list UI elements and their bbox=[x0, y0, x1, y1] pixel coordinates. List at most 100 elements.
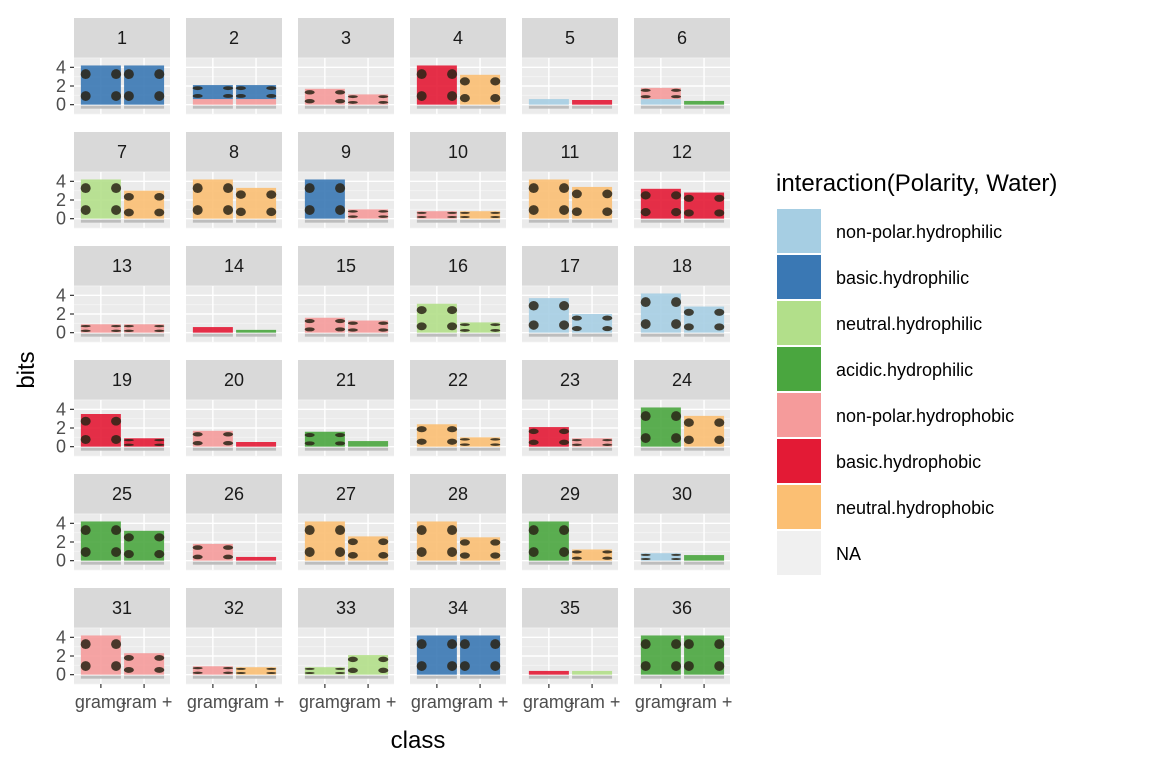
glyph-mark bbox=[123, 549, 134, 559]
glyph-mark bbox=[671, 639, 682, 650]
glyph-mark bbox=[416, 426, 427, 433]
facet-strip bbox=[74, 246, 170, 286]
glyph-mark bbox=[378, 100, 389, 104]
glyph-mark bbox=[80, 547, 91, 557]
facet-strip-label: 16 bbox=[448, 256, 468, 276]
bar-baseline bbox=[124, 333, 165, 337]
bar-baseline bbox=[640, 105, 681, 109]
bar-segment bbox=[80, 324, 121, 333]
bar-segment bbox=[348, 209, 389, 219]
facet-panel: 36 gram -gram + bbox=[634, 588, 732, 712]
bar-baseline bbox=[236, 675, 277, 679]
glyph-mark bbox=[714, 661, 725, 671]
glyph-mark bbox=[378, 667, 389, 674]
glyph-mark bbox=[80, 91, 91, 101]
facet-strip bbox=[522, 360, 618, 400]
glyph-mark bbox=[223, 671, 234, 674]
facet-panel: 15 bbox=[298, 246, 394, 343]
glyph-mark bbox=[447, 426, 458, 433]
bar-segment bbox=[236, 556, 277, 561]
glyph-mark bbox=[347, 321, 358, 325]
facet-strip bbox=[634, 360, 730, 400]
facet-strip-label: 2 bbox=[229, 28, 239, 48]
bar-segment bbox=[192, 99, 233, 105]
bar-baseline bbox=[304, 447, 345, 451]
facet-strip bbox=[522, 246, 618, 286]
facet-panel: 2 bbox=[186, 18, 282, 115]
bar-segment bbox=[124, 438, 165, 447]
glyph-mark bbox=[111, 661, 122, 671]
bar-baseline bbox=[528, 675, 569, 679]
legend-swatch bbox=[777, 255, 821, 299]
glyph-mark bbox=[111, 91, 122, 101]
bar-baseline bbox=[416, 333, 457, 337]
bar-baseline bbox=[124, 675, 165, 679]
glyph-mark bbox=[154, 533, 165, 542]
glyph-mark bbox=[602, 550, 613, 554]
facet-panel: 35 gram -gram + bbox=[522, 588, 620, 712]
facet-strip bbox=[186, 246, 282, 286]
glyph-mark bbox=[378, 656, 389, 663]
facet-strip bbox=[410, 474, 506, 514]
glyph-mark bbox=[459, 438, 470, 441]
glyph-mark bbox=[154, 192, 165, 201]
facet-strip bbox=[74, 474, 170, 514]
glyph-mark bbox=[378, 95, 389, 99]
glyph-mark bbox=[335, 98, 346, 104]
y-tick-label: 2 bbox=[56, 532, 66, 552]
glyph-mark bbox=[111, 324, 122, 328]
x-tick-label: gram + bbox=[228, 692, 285, 712]
bar-segment bbox=[192, 666, 233, 675]
legend-label: NA bbox=[836, 544, 861, 564]
glyph-mark bbox=[602, 438, 613, 442]
facet-strip-label: 7 bbox=[117, 142, 127, 162]
bar-segment bbox=[640, 553, 681, 561]
glyph-mark bbox=[447, 91, 458, 101]
glyph-mark bbox=[154, 654, 165, 661]
glyph-mark bbox=[192, 554, 203, 560]
y-tick-label: 4 bbox=[56, 285, 66, 305]
glyph-mark bbox=[266, 667, 277, 670]
bar-baseline bbox=[124, 105, 165, 109]
glyph-mark bbox=[266, 207, 277, 217]
facet-strip-label: 17 bbox=[560, 256, 580, 276]
glyph-mark bbox=[123, 438, 134, 442]
glyph-mark bbox=[304, 183, 315, 194]
glyph-mark bbox=[559, 205, 570, 215]
facet-strip-label: 11 bbox=[561, 142, 580, 162]
bar-baseline bbox=[236, 219, 277, 223]
glyph-mark bbox=[640, 661, 651, 671]
bar-segment bbox=[124, 324, 165, 333]
facet-strip bbox=[298, 474, 394, 514]
bar-baseline bbox=[348, 561, 389, 565]
glyph-mark bbox=[683, 435, 694, 445]
glyph-mark bbox=[304, 671, 315, 675]
facet-panel: 23 bbox=[522, 360, 618, 457]
glyph-mark bbox=[378, 538, 389, 546]
glyph-mark bbox=[335, 183, 346, 194]
glyph-mark bbox=[347, 328, 358, 332]
bar-segment bbox=[304, 667, 345, 675]
glyph-mark bbox=[571, 189, 582, 199]
facet-panel: 28 bbox=[410, 474, 506, 571]
glyph-mark bbox=[416, 661, 427, 671]
glyph-mark bbox=[714, 323, 725, 331]
bar-segment bbox=[684, 100, 725, 105]
bar-baseline bbox=[192, 561, 233, 565]
glyph-mark bbox=[447, 547, 458, 557]
glyph-mark bbox=[154, 329, 165, 332]
glyph-mark bbox=[416, 322, 427, 331]
facet-strip bbox=[298, 18, 394, 58]
facet-strip bbox=[522, 132, 618, 172]
glyph-mark bbox=[447, 306, 458, 315]
glyph-mark bbox=[528, 320, 539, 330]
glyph-mark bbox=[80, 183, 91, 194]
glyph-mark bbox=[640, 411, 651, 422]
glyph-mark bbox=[154, 443, 165, 446]
glyph-mark bbox=[602, 325, 613, 332]
bar-baseline bbox=[572, 219, 613, 223]
y-tick-label: 0 bbox=[56, 323, 66, 343]
bar-segment bbox=[528, 99, 569, 105]
glyph-mark bbox=[223, 545, 234, 550]
glyph-mark bbox=[447, 525, 458, 536]
